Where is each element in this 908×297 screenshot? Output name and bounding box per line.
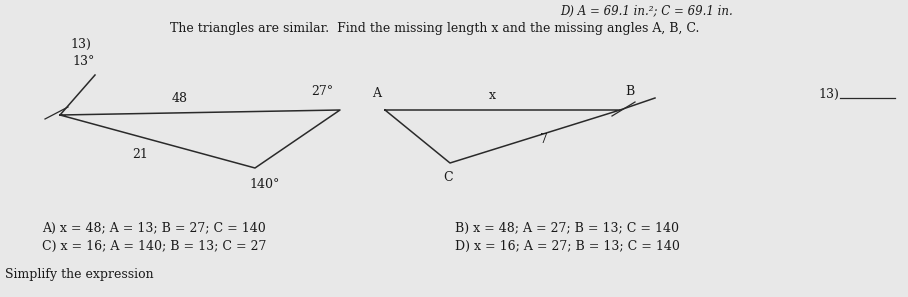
Text: The triangles are similar.  Find the missing length x and the missing angles A, : The triangles are similar. Find the miss…	[170, 22, 699, 35]
Text: D) x = 16; A = 27; B = 13; C = 140: D) x = 16; A = 27; B = 13; C = 140	[455, 240, 680, 253]
Text: 140°: 140°	[250, 178, 281, 191]
Text: 13°: 13°	[72, 55, 94, 68]
Text: Simplify the expression: Simplify the expression	[5, 268, 153, 281]
Text: B) x = 48; A = 27; B = 13; C = 140: B) x = 48; A = 27; B = 13; C = 140	[455, 222, 679, 235]
Text: 48: 48	[172, 91, 188, 105]
Text: 13): 13)	[818, 88, 839, 101]
Text: A: A	[372, 87, 381, 100]
Text: C) x = 16; A = 140; B = 13; C = 27: C) x = 16; A = 140; B = 13; C = 27	[42, 240, 266, 253]
Text: C: C	[443, 171, 453, 184]
Text: 13): 13)	[70, 38, 91, 51]
Text: x: x	[489, 89, 496, 102]
Text: 27°: 27°	[311, 85, 333, 98]
Text: B: B	[625, 85, 635, 98]
Text: 21: 21	[132, 148, 148, 161]
Text: A) x = 48; A = 13; B = 27; C = 140: A) x = 48; A = 13; B = 27; C = 140	[42, 222, 266, 235]
Text: 7: 7	[540, 133, 548, 146]
Text: D) A = 69.1 in.²; C = 69.1 in.: D) A = 69.1 in.²; C = 69.1 in.	[560, 5, 733, 18]
